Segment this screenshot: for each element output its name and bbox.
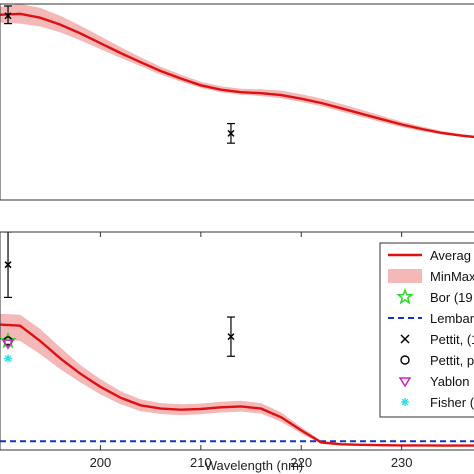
x-tick-label: 220 — [290, 455, 312, 470]
legend-label: Pettit, p — [430, 353, 474, 368]
asterisk-marker — [4, 354, 13, 363]
x-marker — [4, 12, 12, 20]
legend: Averag MinMax Bor (19 Lembar Pettit, (1 Petti… — [379, 242, 474, 418]
legend-entry: Averag — [388, 248, 471, 263]
legend-entry: Yablon — [398, 374, 470, 389]
axes-frame — [0, 231, 474, 451]
error-bar-point — [226, 122, 235, 144]
x-tick-label: 200 — [90, 455, 112, 470]
legend-entry: Pettit, (1 — [400, 332, 474, 347]
x-axis-label: Wavelength (nm) — [205, 458, 304, 473]
minmax-band — [0, 313, 474, 447]
x-marker — [4, 261, 12, 269]
legend-entry: Pettit, p — [400, 353, 474, 368]
star-marker — [0, 331, 17, 349]
x-marker — [227, 129, 235, 137]
plot-area — [0, 4, 474, 144]
legend-label: Yablon — [430, 374, 470, 389]
legend-label: Lembar — [430, 311, 474, 326]
legend-label: Bor (19 — [430, 290, 473, 305]
legend-label: Pettit, (1 — [430, 332, 474, 347]
x-marker — [227, 333, 235, 341]
minmax-band — [0, 4, 474, 138]
error-bar-point — [4, 5, 13, 25]
legend-entry: MinMax — [388, 269, 474, 284]
error-bar-point — [226, 316, 235, 357]
legend-label: Averag — [430, 248, 471, 263]
legend-entry: Bor (19 — [396, 287, 473, 305]
tri-marker — [1, 339, 15, 350]
error-bar-point — [4, 232, 13, 298]
x-tick-label: 210 — [190, 455, 212, 470]
legend-entry: Fisher ( — [401, 395, 474, 410]
bottom-panel: 200 210 220 230 Averag MinMax Bor (19 Lembar Pet… — [0, 231, 474, 470]
legend-entry: Lembar — [388, 311, 474, 326]
x-tick-label: 230 — [391, 455, 413, 470]
axes-frame — [0, 3, 474, 201]
top-panel — [0, 3, 474, 201]
legend-label: Fisher ( — [430, 395, 474, 410]
legend-label: MinMax — [430, 269, 474, 284]
average-line — [0, 12, 474, 139]
